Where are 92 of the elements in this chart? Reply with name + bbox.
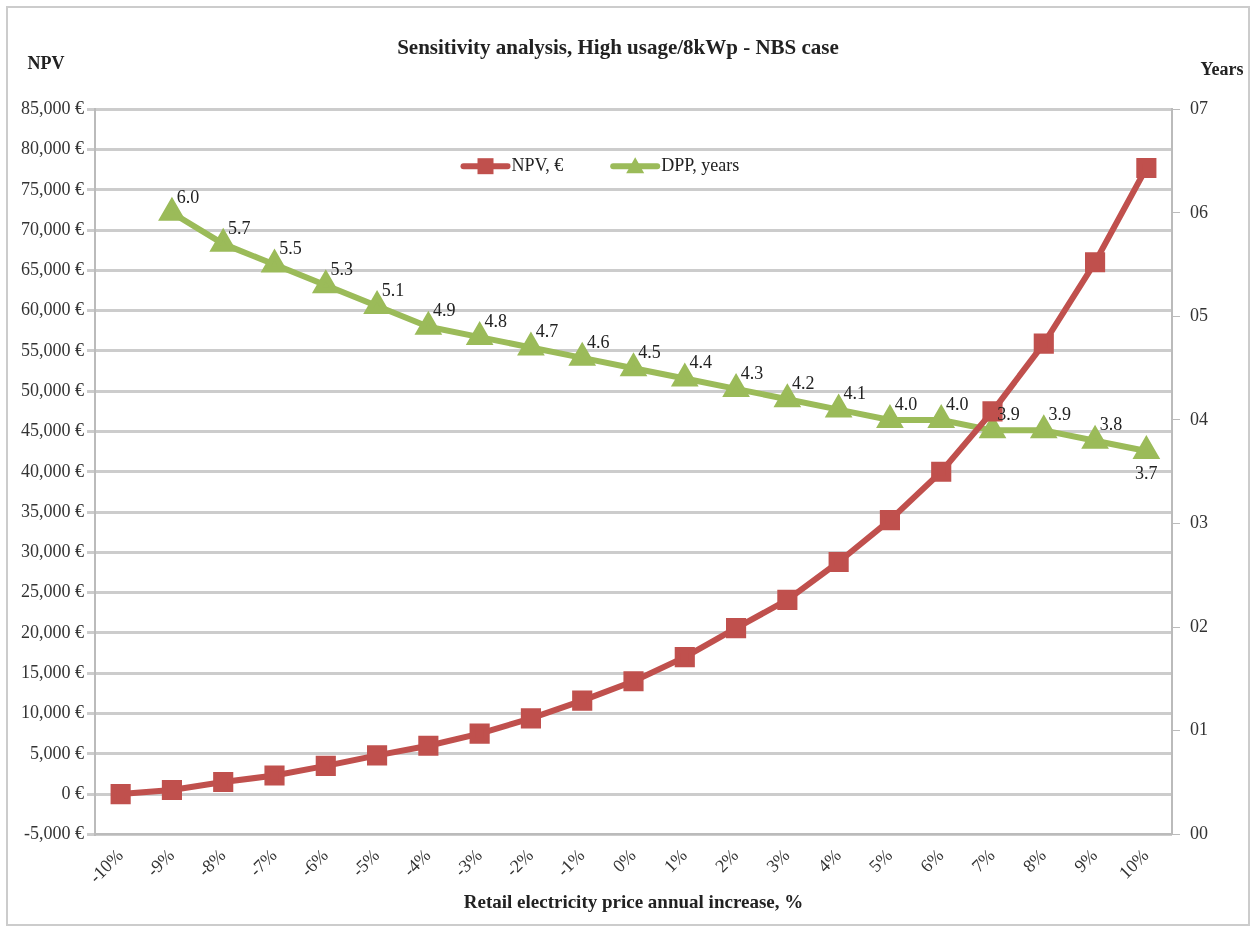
data-label: 4.0 — [894, 393, 918, 414]
point — [161, 779, 182, 801]
y2-tick-label: 03 — [1190, 512, 1208, 533]
point — [572, 690, 593, 711]
data-label: 6.0 — [176, 186, 200, 207]
x-tick-label: 1% — [659, 845, 691, 877]
point — [520, 708, 541, 729]
y-tick-label: 25,000 € — [21, 581, 84, 602]
data-label: 4.6 — [586, 331, 610, 352]
y-tick-label: 70,000 € — [21, 218, 84, 239]
y-tick-label: 80,000 € — [21, 138, 84, 159]
data-label: 3.8 — [1099, 414, 1123, 435]
y2-tick-label: 07 — [1190, 97, 1208, 118]
x-tick-label: -8% — [194, 845, 230, 881]
x-axis-title: Retail electricity price annual increase, % — [463, 890, 804, 912]
data-label: 4.7 — [535, 321, 559, 342]
x-tick-label: 2% — [711, 845, 743, 877]
y-tick-label: 85,000 € — [21, 97, 84, 118]
data-label: 4.0 — [945, 393, 969, 414]
x-tick-label: -7% — [245, 845, 281, 881]
x-tick-label: 3% — [762, 845, 794, 877]
y-tick-label: 45,000 € — [21, 420, 84, 441]
data-label: 4.3 — [740, 362, 764, 383]
point — [777, 589, 798, 610]
chart-title: Sensitivity analysis, High usage/8kWp - NBS case — [397, 35, 839, 60]
y2-tick-label: 04 — [1190, 408, 1208, 429]
y-tick-label: 55,000 € — [21, 339, 84, 360]
x-tick-label: 7% — [967, 845, 999, 877]
data-label: 4.1 — [843, 383, 866, 404]
x-tick-label: 10% — [1115, 845, 1153, 883]
y2-tick-label: 01 — [1190, 719, 1208, 740]
x-tick-label: 8% — [1018, 845, 1050, 877]
y-axis-title: NPV — [27, 52, 65, 73]
data-label: 5.3 — [330, 259, 354, 280]
point — [828, 551, 849, 573]
data-label: 4.2 — [792, 373, 815, 393]
point — [315, 755, 336, 776]
y-tick-label: 20,000 € — [21, 621, 84, 642]
point — [1085, 252, 1106, 273]
point — [623, 671, 644, 692]
x-tick-label: -3% — [450, 845, 486, 881]
data-label: 5.1 — [381, 279, 405, 300]
y-tick-label: 35,000 € — [21, 500, 84, 521]
data-label: 3.7 — [1135, 462, 1158, 483]
x-tick-label: -5% — [347, 845, 384, 881]
y-tick-label: 50,000 € — [21, 379, 84, 400]
x-tick-label: -4% — [399, 845, 435, 881]
y-tick-label: 0 € — [61, 782, 84, 803]
y2-axis-title: Years — [1200, 58, 1244, 79]
point — [931, 461, 952, 482]
point — [879, 510, 900, 531]
legend-label: NPV, € — [511, 154, 564, 175]
y-tick-label: 10,000 € — [21, 702, 84, 723]
y2-tick-label: 05 — [1190, 305, 1208, 326]
y-tick-label: -5,000 € — [24, 823, 84, 844]
point — [469, 723, 490, 744]
y2-tick-label: 00 — [1190, 823, 1208, 844]
data-label: 5.5 — [279, 238, 302, 259]
legend-label: DPP, years — [661, 154, 740, 175]
y-tick-label: 5,000 € — [30, 742, 84, 763]
point — [1136, 157, 1157, 179]
data-label: 4.5 — [638, 341, 661, 362]
y-tick-label: 75,000 € — [21, 178, 84, 199]
y-tick-label: 60,000 € — [21, 299, 84, 320]
x-tick-label: -6% — [296, 845, 332, 881]
point — [726, 618, 747, 639]
data-label: 5.7 — [227, 217, 251, 238]
data-label: 3.9 — [1048, 404, 1072, 425]
y2-tick-label: 06 — [1190, 201, 1208, 222]
data-label: 4.8 — [484, 310, 507, 331]
point — [367, 745, 388, 766]
point — [264, 765, 285, 786]
y-tick-label: 40,000 € — [21, 460, 84, 481]
x-tick-label: 9% — [1070, 845, 1102, 877]
x-tick-label: 5% — [864, 845, 897, 877]
data-label: 4.9 — [433, 300, 456, 321]
point — [674, 647, 695, 668]
y-tick-label: 65,000 € — [21, 259, 84, 280]
x-tick-label: 0% — [608, 845, 640, 877]
x-tick-label: -1% — [553, 845, 589, 881]
point — [213, 771, 234, 793]
point — [418, 735, 439, 756]
y-tick-label: 30,000 € — [21, 541, 84, 562]
x-tick-label: 4% — [813, 845, 845, 877]
x-tick-label: -2% — [501, 845, 538, 881]
data-label: 4.4 — [689, 352, 713, 373]
x-tick-label: -9% — [142, 845, 179, 881]
y2-tick-label: 02 — [1190, 615, 1208, 636]
point — [110, 784, 131, 805]
y-tick-label: 15,000 € — [21, 661, 84, 682]
point — [1033, 333, 1054, 354]
x-tick-label: 6% — [916, 845, 948, 877]
